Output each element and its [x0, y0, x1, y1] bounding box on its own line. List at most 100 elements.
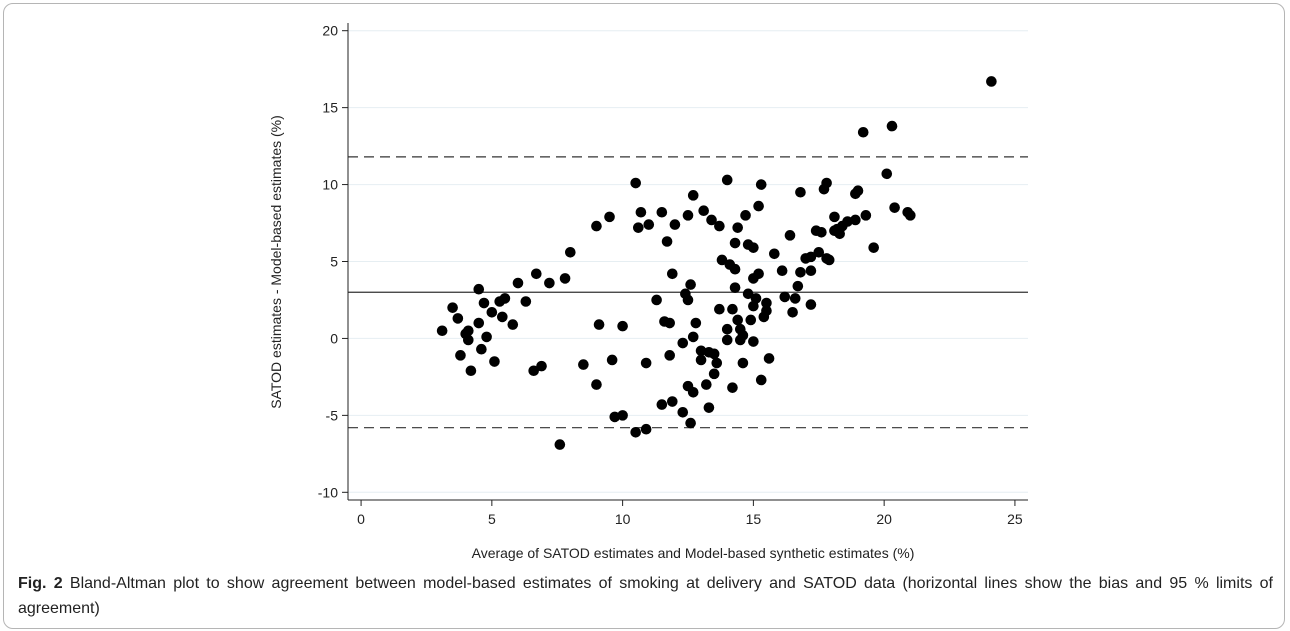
data-point: [436, 325, 448, 337]
data-point: [732, 222, 743, 233]
data-point: [850, 214, 861, 226]
data-point: [478, 297, 490, 309]
caption-text: Bland-Altman plot to show agreement betw…: [18, 575, 1274, 617]
data-point: [591, 220, 602, 232]
data-point: [512, 277, 524, 289]
data-point: [805, 251, 817, 263]
data-point: [732, 314, 743, 326]
data-point: [698, 205, 709, 217]
data-point: [651, 294, 662, 306]
data-point: [661, 236, 673, 247]
data-point: [852, 185, 864, 197]
data-point: [763, 353, 775, 364]
data-point: [578, 359, 589, 370]
data-point: [779, 291, 791, 303]
figure-number: Fig. 2: [18, 575, 63, 592]
data-point: [748, 242, 759, 253]
data-point: [737, 330, 749, 341]
data-point: [795, 186, 806, 198]
data-point: [447, 302, 458, 313]
data-point: [452, 313, 464, 324]
data-point: [497, 311, 508, 323]
x-tick-label: 25: [1007, 511, 1023, 527]
data-point: [795, 266, 806, 278]
data-point: [745, 314, 757, 326]
data-point: [805, 265, 817, 277]
data-point: [727, 303, 738, 315]
figure-caption: Fig. 2 Bland-Altman plot to show agreeme…: [18, 571, 1273, 621]
data-point: [986, 76, 997, 87]
data-point: [761, 297, 772, 309]
data-point: [695, 354, 707, 366]
data-point: [753, 268, 764, 280]
x-tick-label: 15: [746, 511, 762, 527]
data-point: [737, 357, 749, 369]
y-tick-label: 10: [322, 177, 338, 193]
data-point: [635, 206, 647, 218]
data-point: [813, 246, 825, 258]
data-point: [554, 439, 566, 450]
data-point: [565, 246, 576, 258]
data-point: [708, 348, 720, 360]
data-point: [609, 411, 621, 423]
data-point: [753, 200, 764, 212]
y-tick-label: 5: [330, 254, 338, 270]
data-point: [687, 190, 699, 201]
data-point: [617, 320, 628, 332]
data-point: [789, 293, 801, 304]
data-point: [761, 305, 772, 317]
figure-frame: [3, 3, 1285, 629]
data-point: [630, 426, 641, 438]
data-point: [664, 350, 675, 361]
data-point: [630, 177, 641, 189]
data-point: [473, 317, 485, 329]
data-point: [729, 282, 741, 293]
x-tick-label: 0: [357, 511, 365, 527]
data-point: [755, 374, 767, 386]
data-point: [633, 222, 644, 233]
data-point: [481, 331, 492, 343]
data-point: [821, 177, 832, 189]
data-point: [868, 242, 879, 253]
data-point: [687, 386, 699, 398]
data-point: [463, 334, 474, 346]
data-point: [816, 226, 827, 238]
data-point: [721, 174, 733, 186]
data-point: [711, 357, 723, 369]
data-point: [842, 216, 853, 227]
data-point: [805, 299, 817, 310]
data-point: [486, 306, 498, 318]
data-point: [727, 382, 738, 393]
data-point: [604, 211, 615, 223]
data-point: [889, 202, 900, 213]
data-point: [536, 360, 547, 372]
data-point: [714, 220, 725, 232]
data-point: [729, 237, 741, 249]
data-point: [714, 303, 725, 315]
data-point: [905, 210, 916, 221]
data-point: [656, 206, 668, 218]
data-point: [667, 396, 678, 407]
data-point: [881, 168, 893, 180]
data-point: [520, 296, 532, 307]
y-tick-label: 20: [322, 23, 338, 39]
data-point: [742, 288, 754, 300]
data-point: [593, 319, 605, 330]
data-point: [769, 248, 780, 260]
grid-lines: [348, 30, 1028, 493]
data-point: [829, 211, 840, 223]
data-point: [682, 210, 694, 221]
data-point: [685, 417, 696, 429]
data-point: [687, 331, 699, 343]
y-tick-label: 0: [330, 330, 338, 346]
data-point: [507, 319, 519, 330]
data-point: [787, 306, 798, 318]
data-point: [750, 293, 762, 304]
data-point: [721, 323, 733, 335]
data-point: [685, 279, 696, 290]
x-tick-label: 20: [876, 511, 892, 527]
bland-altman-chart: -10 -5 0 5 10 15 20 0 5 10 15 20 25 Average of SATOD…: [268, 23, 1028, 561]
data-point: [606, 354, 618, 366]
data-point: [682, 294, 694, 306]
data-point: [617, 410, 628, 421]
